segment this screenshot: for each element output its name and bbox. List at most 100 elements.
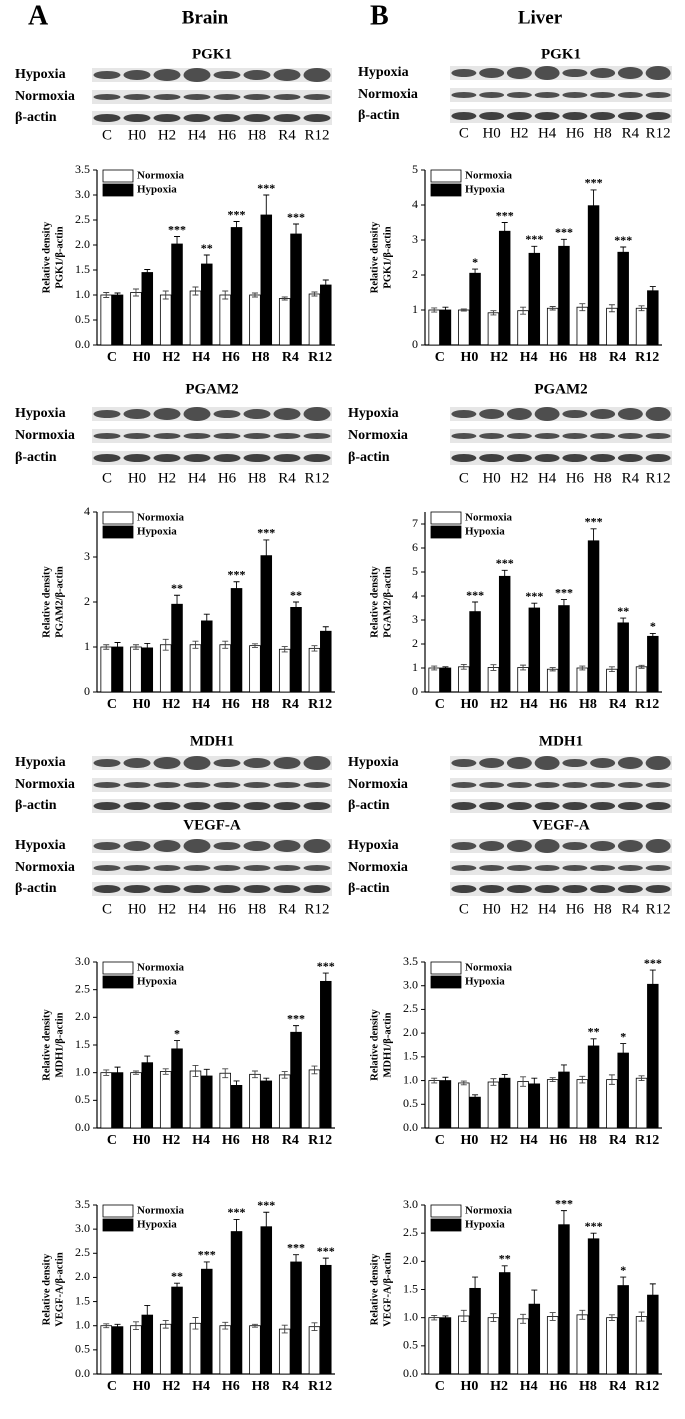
error-bar [620, 1276, 627, 1295]
error-bar [549, 1312, 556, 1321]
blot-row-label: β-actin [15, 110, 57, 125]
blot-row-label: Normoxia [15, 860, 75, 875]
blot-band [506, 802, 532, 810]
blot-band [183, 114, 211, 122]
bar [617, 622, 629, 693]
error-bar [251, 1323, 258, 1328]
bar [308, 647, 321, 693]
error-bar [281, 646, 288, 653]
error-bar [293, 1254, 300, 1270]
legend-swatch [102, 169, 134, 183]
y-tick-label: 3.5 [75, 162, 90, 176]
bar [111, 1072, 124, 1129]
blot-band [506, 92, 532, 98]
bar [290, 607, 302, 693]
y-axis-label: PGK1/β-actin [382, 226, 393, 288]
blot-row-label: Normoxia [348, 860, 408, 875]
blot-band [645, 66, 671, 80]
blot-band [617, 782, 643, 788]
y-tick-label: 1.0 [75, 287, 90, 301]
error-bar [192, 1065, 199, 1077]
x-tick-label: H2 [490, 697, 508, 712]
lane-label: R12 [646, 901, 671, 917]
error-bar [144, 269, 151, 276]
bar [308, 293, 321, 346]
bar [278, 648, 291, 693]
error-bar [311, 1065, 318, 1075]
error-bar [442, 1076, 449, 1085]
y-tick-label: 5 [412, 162, 418, 176]
bar [320, 630, 332, 693]
error-bar [442, 666, 449, 670]
blot-band [645, 407, 671, 421]
blot-band [645, 92, 671, 98]
lane-label: H2 [510, 125, 528, 141]
y-tick-label: 2 [412, 636, 418, 650]
blot-band [506, 865, 532, 871]
bar [201, 263, 213, 346]
y-tick-label: 2.5 [75, 981, 90, 995]
bar [189, 1070, 202, 1129]
blot-band [123, 885, 151, 893]
blot-band [590, 885, 616, 893]
blot-band [93, 94, 121, 100]
y-tick-label: 5 [412, 564, 418, 578]
error-bar [222, 290, 229, 300]
lane-label: H0 [128, 901, 146, 917]
blot-row-label: β-actin [348, 798, 390, 813]
bar [230, 1084, 243, 1129]
significance: *** [555, 585, 573, 599]
error-bar [263, 1211, 270, 1242]
x-tick-label: R4 [282, 350, 299, 365]
blot-row-label: Hypoxia [348, 755, 399, 770]
x-tick-label: R12 [308, 350, 332, 365]
error-bar [174, 1040, 181, 1058]
error-bar [490, 310, 497, 316]
error-bar [233, 1219, 240, 1245]
bar [278, 298, 291, 346]
y-tick-label: 0 [84, 684, 90, 698]
blot-band [645, 454, 671, 462]
bar [647, 635, 659, 693]
x-tick-label: H0 [460, 1133, 478, 1148]
bar [130, 292, 142, 346]
bar [469, 611, 481, 693]
bar [159, 294, 172, 346]
legend-swatch [102, 1218, 134, 1232]
x-tick-label: C [107, 697, 117, 712]
blot-band [479, 92, 505, 98]
bar [487, 1081, 500, 1129]
y-tick-label: 6 [412, 540, 418, 554]
y-tick-label: 2.0 [403, 1025, 418, 1039]
error-bar [520, 1313, 527, 1324]
bar [320, 980, 332, 1129]
blot-band [562, 782, 588, 788]
lane-label: R12 [304, 470, 329, 486]
bar [189, 1322, 202, 1375]
y-axis-label: Relative density [369, 1009, 380, 1081]
error-bar [144, 1055, 151, 1070]
blot-band [273, 865, 301, 871]
blot-band [590, 68, 616, 78]
blot-band [534, 112, 560, 120]
bar [647, 983, 659, 1129]
bar [439, 309, 452, 346]
blot-band [273, 782, 301, 788]
blot-strip [92, 429, 332, 443]
significance: *** [466, 588, 484, 602]
lane-label: R12 [304, 127, 329, 143]
lane-label: H4 [538, 125, 557, 141]
blot-band [303, 407, 331, 421]
y-axis-label: Relative density [41, 566, 52, 638]
y-tick-label: 1.5 [403, 1281, 418, 1295]
y-tick-label: 0.0 [75, 1366, 90, 1380]
x-tick-label: H4 [192, 1133, 210, 1148]
y-axis-label: PGAM2/β-actin [54, 566, 65, 638]
x-tick-label: H2 [162, 1133, 180, 1148]
bar [487, 1317, 500, 1375]
legend-label: Hypoxia [137, 976, 177, 988]
error-bar [431, 1077, 438, 1084]
blot-band [534, 865, 560, 871]
bar [320, 1264, 332, 1375]
error-bar [472, 1276, 479, 1301]
